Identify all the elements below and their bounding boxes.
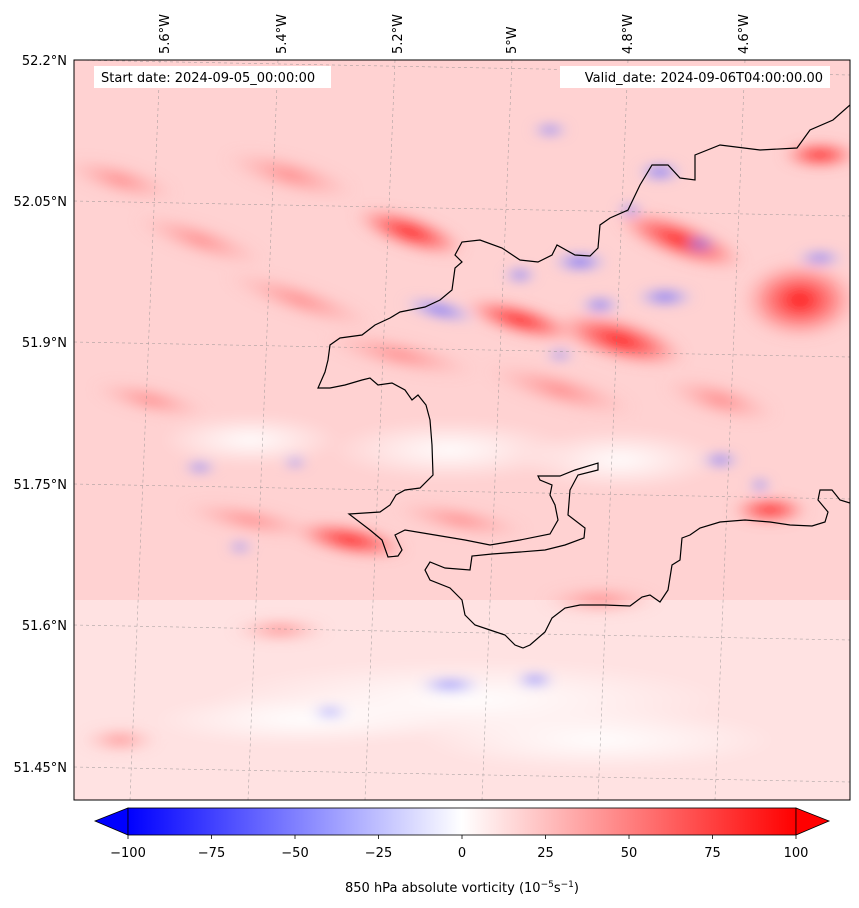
lon-label: 4.6°W [737, 14, 752, 54]
colorbar-gradient [127, 807, 797, 836]
colorbar-tick-label: 50 [621, 846, 638, 861]
lon-label: 4.8°W [621, 14, 636, 54]
lat-label: 51.45°N [14, 761, 67, 776]
start-date-box [94, 66, 331, 88]
lat-label: 51.75°N [14, 478, 67, 493]
colorbar-tick-label: 75 [704, 846, 721, 861]
lon-label: 5°W [505, 26, 520, 54]
lat-label: 52.05°N [14, 195, 67, 210]
colorbar-label: 850 hPa absolute vorticity (10−5s−1) [345, 880, 579, 896]
valid-date-label: Valid_date: 2024-09-06T04:00:00.00 [585, 71, 823, 86]
lon-label: 5.2°W [391, 14, 406, 54]
colorbar-tick-label: −50 [281, 846, 308, 861]
colorbar-tick-label: −25 [365, 846, 392, 861]
colorbar-tick-label: 0 [458, 846, 466, 861]
lat-label: 51.6°N [22, 619, 67, 634]
colorbar-tick-label: 25 [537, 846, 554, 861]
longitude-labels: 5.6°W 5.4°W 5.2°W 5°W 4.8°W 4.6°W [158, 14, 752, 54]
colorbar-tick-label: −75 [198, 846, 225, 861]
lon-label: 5.4°W [275, 14, 290, 54]
latitude-labels: 52.2°N 52.05°N 51.9°N 51.75°N 51.6°N 51.… [14, 54, 67, 776]
colorbar-min-extend [93, 807, 129, 836]
lon-label: 5.6°W [158, 14, 173, 54]
colorbar-tick-label: −100 [110, 846, 146, 861]
lat-label: 52.2°N [22, 54, 67, 69]
vorticity-field [74, 60, 850, 800]
colorbar-tick-label: 100 [784, 846, 809, 861]
lat-label: 51.9°N [22, 336, 67, 351]
colorbar-max-extend [795, 807, 831, 836]
map-frame [73, 59, 851, 801]
colorbar: −100 −75 −50 −25 0 25 50 75 100 850 hPa … [93, 807, 831, 896]
valid-date-box [560, 66, 830, 88]
start-date-label: Start date: 2024-09-05_00:00:00 [101, 71, 315, 86]
coastline [317, 104, 850, 649]
